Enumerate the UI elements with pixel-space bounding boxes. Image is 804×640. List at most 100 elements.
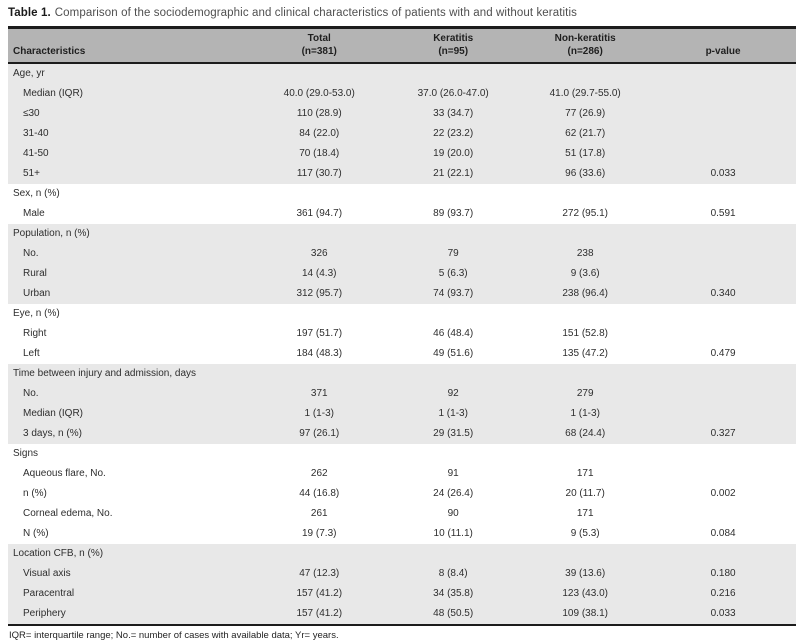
cell-non-keratitis: 51 (17.8): [565, 148, 606, 159]
cell-keratitis: 91: [447, 468, 459, 479]
row-label: Left: [23, 348, 40, 359]
cell-p-value: 0.327: [710, 428, 736, 439]
table-row: No. 371 92 279: [8, 384, 796, 404]
row-label: ≤30: [23, 108, 40, 119]
row-label: Median (IQR): [23, 88, 84, 99]
section-label: Location CFB, n (%): [13, 548, 104, 559]
cell-total: 84 (22.0): [299, 128, 340, 139]
table-row: 31-40 84 (22.0) 22 (23.2) 62 (21.7): [8, 124, 796, 144]
col-header-keratitis-line1: Keratitis: [433, 33, 474, 44]
row-label: Periphery: [23, 608, 66, 619]
cell-keratitis: 79: [447, 248, 459, 259]
cell-p-value: 0.180: [710, 568, 736, 579]
cell-keratitis: 5 (6.3): [438, 268, 468, 279]
table-row: No. 326 79 238: [8, 244, 796, 264]
cell-total: 44 (16.8): [299, 488, 340, 499]
table-title-text: Comparison of the sociodemographic and c…: [54, 7, 577, 19]
cell-non-keratitis: 39 (13.6): [565, 568, 606, 579]
section-label: Signs: [13, 448, 39, 459]
col-header-characteristics: Characteristics: [13, 46, 86, 57]
cell-total: 40.0 (29.0-53.0): [283, 88, 355, 99]
cell-non-keratitis: 238 (96.4): [562, 288, 608, 299]
cell-non-keratitis: 77 (26.9): [565, 108, 606, 119]
table-row: Visual axis 47 (12.3) 8 (8.4) 39 (13.6) 0.18…: [8, 564, 796, 584]
cell-keratitis: 21 (22.1): [433, 168, 474, 179]
section-label: Eye, n (%): [13, 308, 60, 319]
cell-p-value: 0.591: [710, 208, 736, 219]
cell-non-keratitis: 68 (24.4): [565, 428, 606, 439]
row-label: 31-40: [23, 128, 49, 139]
cell-non-keratitis: 9 (5.3): [570, 528, 600, 539]
cell-total: 110 (28.9): [296, 108, 342, 119]
cell-total: 371: [310, 388, 328, 399]
cell-p-value: 0.216: [710, 588, 736, 599]
table-row: ≤30 110 (28.9) 33 (34.7) 77 (26.9): [8, 104, 796, 124]
header-row: Characteristics Total (n=381) Keratitis …: [8, 27, 796, 64]
cell-non-keratitis: 151 (52.8): [562, 328, 608, 339]
cell-p-value: [650, 264, 796, 284]
col-header-non-keratitis-line1: Non-keratitis: [554, 33, 616, 44]
cell-p-value: 0.084: [710, 528, 736, 539]
cell-total: 326: [310, 248, 328, 259]
cell-total: 157 (41.2): [296, 608, 343, 619]
row-label: Corneal edema, No.: [23, 508, 113, 519]
cell-p-value: [650, 384, 796, 404]
cell-p-value: [650, 104, 796, 124]
comparison-table: Characteristics Total (n=381) Keratitis …: [8, 26, 796, 626]
table-row: Periphery 157 (41.2) 48 (50.5) 109 (38.1) 0.…: [8, 604, 796, 625]
section-label: Time between injury and admission, days: [13, 368, 197, 379]
row-label: Right: [23, 328, 47, 339]
cell-non-keratitis: 109 (38.1): [562, 608, 608, 619]
section-header-row: Sex, n (%): [8, 184, 796, 204]
table-row: Left 184 (48.3) 49 (51.6) 135 (47.2) 0.479: [8, 344, 796, 364]
cell-non-keratitis: 20 (11.7): [565, 488, 605, 499]
section-header-row: Time between injury and admission, days: [8, 364, 796, 384]
cell-keratitis: 48 (50.5): [433, 608, 474, 619]
cell-keratitis: 33 (34.7): [433, 108, 474, 119]
cell-p-value: [650, 84, 796, 104]
cell-p-value: [650, 324, 796, 344]
cell-total: 47 (12.3): [299, 568, 340, 579]
row-label: 51+: [23, 168, 40, 179]
cell-non-keratitis: 135 (47.2): [562, 348, 608, 359]
cell-total: 361 (94.7): [296, 208, 343, 219]
table-row: 41-50 70 (18.4) 19 (20.0) 51 (17.8): [8, 144, 796, 164]
cell-non-keratitis: 279: [576, 388, 594, 399]
table-row: Paracentral 157 (41.2) 34 (35.8) 123 (43.0)…: [8, 584, 796, 604]
table-footnote: IQR= interquartile range; No.= number of…: [9, 630, 339, 640]
section-label: Population, n (%): [13, 228, 90, 239]
cell-p-value: 0.479: [710, 348, 736, 359]
cell-p-value: 0.033: [710, 608, 736, 619]
table-row: Median (IQR) 1 (1-3) 1 (1-3) 1 (1-3): [8, 404, 796, 424]
table-row: Male 361 (94.7) 89 (93.7) 272 (95.1) 0.591: [8, 204, 796, 224]
col-header-keratitis: Keratitis (n=95): [386, 28, 520, 64]
cell-keratitis: 29 (31.5): [433, 428, 474, 439]
row-label: Male: [23, 208, 45, 219]
section-header-row: Age, yr: [8, 63, 796, 84]
cell-p-value: [650, 124, 796, 144]
section-header-row: Eye, n (%): [8, 304, 796, 324]
table-row: Aqueous flare, No. 262 91 171: [8, 464, 796, 484]
cell-total: 184 (48.3): [296, 348, 343, 359]
cell-total: 97 (26.1): [299, 428, 340, 439]
cell-p-value: [650, 144, 796, 164]
cell-total: 70 (18.4): [299, 148, 340, 159]
table-row: 51+ 117 (30.7) 21 (22.1) 96 (33.6) 0.033: [8, 164, 796, 184]
cell-total: 14 (4.3): [302, 268, 337, 279]
cell-total: 312 (95.7): [296, 288, 343, 299]
table-title: Table 1. Comparison of the sociodemograph…: [8, 6, 796, 20]
section-header-row: Signs: [8, 444, 796, 464]
cell-keratitis: 19 (20.0): [433, 148, 474, 159]
cell-non-keratitis: 123 (43.0): [562, 588, 608, 599]
cell-keratitis: 1 (1-3): [438, 408, 468, 419]
table-row: Rural 14 (4.3) 5 (6.3) 9 (3.6): [8, 264, 796, 284]
col-header-non-keratitis-line2: (n=286): [567, 46, 603, 57]
cell-keratitis: 92: [447, 388, 459, 399]
cell-keratitis: 89 (93.7): [433, 208, 474, 219]
row-label: No.: [23, 248, 39, 259]
col-header-non-keratitis: Non-keratitis (n=286): [520, 28, 650, 64]
table-row: 3 days, n (%) 97 (26.1) 29 (31.5) 68 (24.4)…: [8, 424, 796, 444]
cell-keratitis: 37.0 (26.0-47.0): [417, 88, 489, 99]
cell-total: 262: [310, 468, 328, 479]
table-title-label: Table 1.: [8, 7, 51, 19]
